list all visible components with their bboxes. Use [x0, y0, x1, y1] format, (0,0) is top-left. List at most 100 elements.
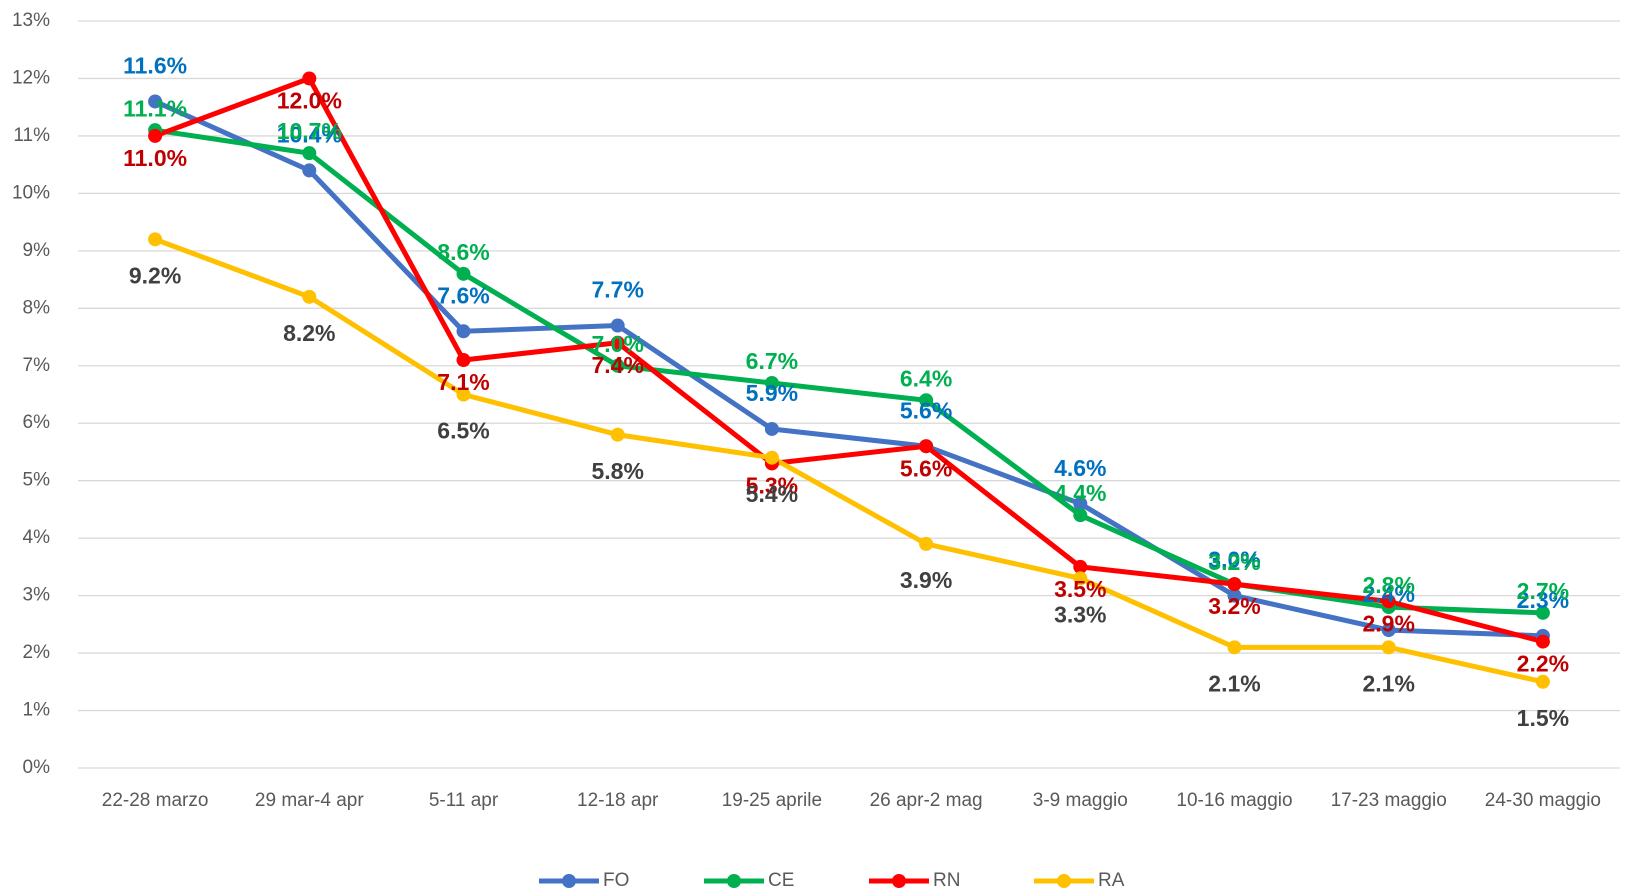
x-tick-label: 5-11 apr	[429, 790, 499, 811]
series-line	[154, 127, 1543, 616]
value-label: 12.0%	[277, 88, 342, 114]
value-label: 2.9%	[1362, 610, 1414, 636]
y-tick-label: 9%	[23, 240, 51, 261]
legend-label: FO	[603, 870, 629, 891]
value-label: 2.3%	[1517, 587, 1569, 613]
value-label: 5.6%	[900, 455, 952, 481]
y-tick-label: 2%	[23, 642, 51, 663]
value-label: 5.8%	[591, 458, 643, 484]
value-label: 3.9%	[900, 567, 952, 593]
point	[456, 324, 471, 339]
point	[610, 427, 625, 442]
point	[302, 163, 317, 178]
point	[148, 128, 163, 143]
y-tick-label: 1%	[23, 700, 51, 721]
value-label: 4.4%	[1054, 480, 1106, 506]
x-tick-label: 24-30 maggio	[1485, 790, 1601, 811]
legend-label: RN	[933, 870, 960, 891]
point	[764, 376, 779, 391]
x-tick-label: 17-23 maggio	[1331, 790, 1447, 811]
value-label: 6.5%	[437, 418, 489, 444]
value-label: 2.4%	[1362, 581, 1414, 607]
value-label: 10.4%	[277, 121, 342, 147]
legend-label: RA	[1098, 870, 1125, 891]
point	[610, 358, 625, 373]
point	[456, 353, 471, 368]
x-tick-label: 22-28 marzo	[102, 790, 209, 811]
value-label: 2.2%	[1517, 651, 1569, 677]
value-label: 2.7%	[1517, 578, 1569, 604]
point	[1227, 577, 1242, 592]
point	[764, 450, 779, 465]
point	[1535, 674, 1550, 689]
value-label: 3.2%	[1208, 593, 1260, 619]
value-label: 7.4%	[591, 352, 643, 378]
value-label: 9.2%	[129, 262, 181, 288]
point	[456, 387, 471, 402]
point	[764, 421, 779, 436]
point	[302, 146, 317, 161]
x-tick-label: 19-25 aprile	[722, 790, 822, 811]
value-label: 5.4%	[746, 481, 798, 507]
point	[1073, 571, 1088, 586]
value-label: 7.7%	[591, 277, 643, 303]
point	[1227, 640, 1242, 655]
legend-label: CE	[768, 870, 794, 891]
point	[1381, 640, 1396, 655]
y-tick-label: 3%	[23, 585, 51, 606]
point	[1073, 496, 1088, 511]
point	[1535, 634, 1550, 649]
series-line	[154, 99, 1543, 639]
series-line	[154, 75, 1544, 645]
value-label: 8.2%	[283, 320, 335, 346]
x-tick-label: 12-18 apr	[577, 790, 659, 811]
value-label: 7.0%	[591, 331, 643, 357]
value-label: 11.1%	[123, 95, 187, 121]
y-tick-label: 10%	[12, 182, 50, 203]
series-line	[154, 237, 1544, 685]
value-label: 8.6%	[437, 239, 489, 265]
value-label: 3.2%	[1208, 549, 1260, 575]
value-label: 11.6%	[123, 53, 187, 79]
point	[1073, 559, 1088, 574]
point	[302, 71, 317, 86]
point	[919, 439, 934, 454]
value-label: 5.9%	[746, 380, 798, 406]
value-label: 10.7%	[277, 118, 342, 144]
value-label: 2.1%	[1208, 670, 1260, 696]
y-tick-label: 0%	[23, 757, 51, 778]
point	[302, 289, 317, 304]
y-tick-label: 5%	[23, 470, 51, 491]
value-label: 3.3%	[1054, 601, 1106, 627]
legend-marker	[562, 874, 576, 888]
point	[148, 94, 163, 109]
value-label: 3.5%	[1054, 576, 1106, 602]
y-tick-label: 13%	[12, 10, 50, 31]
point	[1073, 508, 1088, 523]
value-label: 4.6%	[1054, 455, 1106, 481]
x-tick-label: 26 apr-2 mag	[870, 790, 983, 811]
y-tick-label: 4%	[23, 527, 51, 548]
legend-marker	[1057, 874, 1071, 888]
legend-marker	[892, 874, 906, 888]
value-label: 5.6%	[900, 397, 952, 423]
point	[1381, 623, 1396, 638]
point	[919, 536, 934, 551]
y-tick-label: 12%	[12, 67, 50, 88]
x-tick-label: 29 mar-4 apr	[255, 790, 364, 811]
legend-marker	[727, 874, 741, 888]
y-tick-label: 6%	[23, 412, 51, 433]
value-label: 7.1%	[437, 369, 489, 395]
point	[1227, 588, 1242, 603]
y-tick-label: 7%	[23, 355, 51, 376]
value-label: 6.7%	[746, 348, 798, 374]
point	[456, 266, 471, 281]
value-label: 6.4%	[900, 365, 952, 391]
value-label: 5.3%	[746, 473, 798, 499]
x-tick-label: 10-16 maggio	[1176, 790, 1292, 811]
y-tick-label: 11%	[13, 125, 50, 146]
point	[1535, 605, 1550, 620]
point	[1381, 594, 1396, 609]
value-label: 2.1%	[1362, 670, 1414, 696]
